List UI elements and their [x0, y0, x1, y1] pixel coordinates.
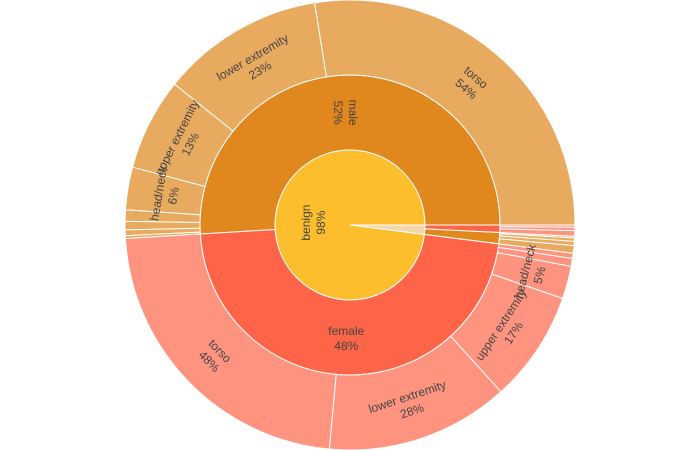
segment-benign-male-torso-3-0[interactable] — [313, 0, 576, 226]
sunburst-benign-percent: 98% — [314, 210, 328, 234]
sunburst-benign-female-head-neck-percent: 5% — [531, 265, 549, 286]
sunburst-benign-male-name: male — [346, 100, 360, 126]
sunburst-benign-name: benign — [299, 205, 313, 241]
sunburst-benign-label: benign98% — [299, 205, 328, 241]
sunburst-benign-female-percent: 48% — [334, 339, 358, 353]
sunburst-benign-male-label: male52% — [331, 100, 360, 126]
segment-unlabeled-unlabeled-unlabeled-3-2[interactable] — [499, 224, 576, 228]
sunburst-benign-female-name: female — [328, 324, 364, 338]
sunburst-benign-male-head-neck-percent: 6% — [165, 186, 182, 206]
segment-benign-female-torso-3-0[interactable] — [124, 233, 337, 450]
sunburst-segments — [124, 0, 576, 450]
sunburst-benign-female-label: female 48% — [328, 324, 364, 353]
sunburst-benign-male-percent: 52% — [331, 101, 345, 125]
